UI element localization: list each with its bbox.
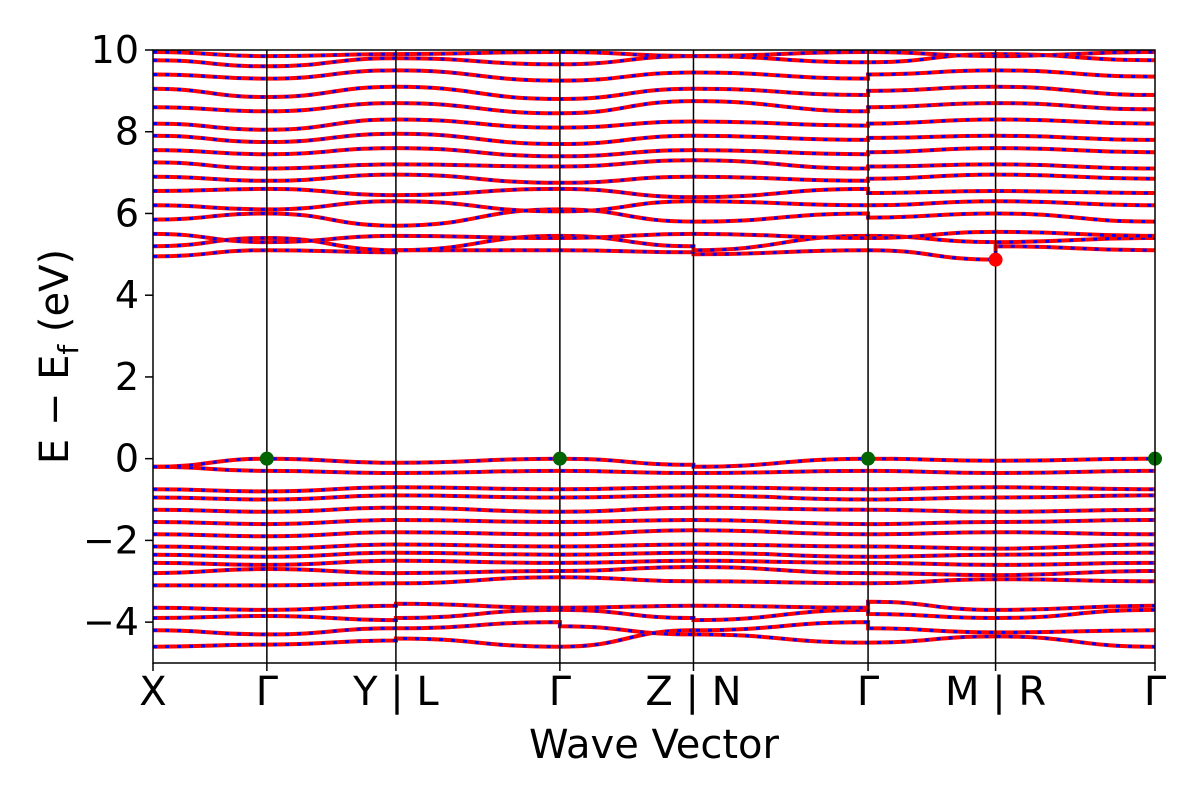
kpoint-lines xyxy=(266,50,997,663)
band-spin-down-19 xyxy=(152,207,1156,228)
band-spin-down-15 xyxy=(152,457,1156,469)
band-spin-up-5 xyxy=(152,564,1156,578)
band-spin-down-4 xyxy=(153,575,1156,587)
y-axis-label-main: E − E xyxy=(32,355,78,465)
band-spin-down-10 xyxy=(152,518,1156,526)
band-spin-down-26 xyxy=(152,117,1156,132)
x-tick-label-0: X xyxy=(139,669,166,715)
band-spin-up-4 xyxy=(153,575,1156,588)
band-spin-down-9 xyxy=(152,528,1156,538)
band-spin-down-20 xyxy=(152,199,1156,213)
vbm-marker-2 xyxy=(861,451,876,466)
band-spin-up-26 xyxy=(152,117,1156,132)
band-spin-down-21 xyxy=(152,187,1156,199)
band-spin-up-19 xyxy=(152,207,1156,228)
x-tick-label-3: Γ xyxy=(549,669,572,715)
band-spin-up-12 xyxy=(152,493,1156,502)
band-spin-down-31 xyxy=(152,50,1156,58)
x-tick-label-5: Γ xyxy=(857,669,880,715)
band-spin-down-13 xyxy=(152,485,1156,493)
x-tick-label-1: Γ xyxy=(256,669,279,715)
band-spin-down-11 xyxy=(152,506,1156,514)
y-tick-label-3: 2 xyxy=(115,355,139,399)
band-spin-down-8 xyxy=(152,542,1156,551)
vbm-marker-0 xyxy=(259,451,274,466)
plot-frame xyxy=(152,49,1156,664)
band-spin-down-18 xyxy=(152,230,1156,244)
band-spin-down-14 xyxy=(152,465,1156,475)
band-spin-down-22 xyxy=(152,173,1156,185)
band-spin-up-11 xyxy=(152,505,1156,514)
band-spin-up-9 xyxy=(152,528,1156,539)
bands-layer xyxy=(152,49,1156,649)
y-tick-label-7: 10 xyxy=(91,28,139,72)
band-spin-down-1 xyxy=(152,620,1156,636)
band-spin-up-16 xyxy=(152,244,1156,262)
band-spin-up-7 xyxy=(152,550,1156,559)
band-spin-up-20 xyxy=(152,199,1156,214)
y-axis-label: E − Ef (eV) xyxy=(32,249,85,464)
band-spin-down-17 xyxy=(152,234,1156,252)
band-spin-down-24 xyxy=(152,146,1156,158)
vbm-marker-1 xyxy=(552,451,567,466)
band-spin-down-6 xyxy=(152,559,1156,567)
y-tick-label-0: −4 xyxy=(83,600,139,644)
band-spin-up-14 xyxy=(152,464,1156,476)
band-spin-up-29 xyxy=(152,68,1156,83)
y-axis-label-unit: (eV) xyxy=(32,249,78,345)
band-spin-down-0 xyxy=(152,628,1156,649)
x-tick-label-2: Y | L xyxy=(352,669,439,715)
band-spin-down-25 xyxy=(152,132,1156,146)
x-tick-label-4: Z | N xyxy=(645,669,741,715)
y-tick-label-6: 8 xyxy=(115,110,139,154)
band-spin-down-12 xyxy=(152,493,1156,502)
x-axis-ticks: X Γ Y | L Γ Z | N Γ M | R Γ xyxy=(139,663,1167,715)
band-spin-up-27 xyxy=(152,99,1156,116)
x-axis-label: Wave Vector xyxy=(529,722,780,768)
y-axis-ticks: −4 −2 0 2 4 6 8 10 xyxy=(83,28,153,644)
x-tick-label-6: M | R xyxy=(945,669,1046,715)
band-spin-down-27 xyxy=(152,99,1156,115)
y-tick-label-2: 0 xyxy=(115,437,139,481)
band-spin-down-5 xyxy=(152,565,1156,577)
band-spin-down-2 xyxy=(152,608,1156,622)
band-spin-up-3 xyxy=(152,599,1156,612)
band-spin-up-8 xyxy=(152,542,1156,551)
band-spin-up-13 xyxy=(152,485,1156,494)
band-spin-down-28 xyxy=(152,85,1156,101)
band-spin-up-10 xyxy=(152,517,1156,527)
x-tick-label-7: Γ xyxy=(1144,669,1167,715)
y-tick-label-1: −2 xyxy=(83,518,139,562)
band-spin-down-29 xyxy=(152,68,1156,83)
band-spin-up-21 xyxy=(152,186,1156,200)
band-spin-up-6 xyxy=(152,558,1156,567)
band-spin-down-7 xyxy=(152,551,1156,559)
y-tick-label-4: 4 xyxy=(115,273,139,317)
band-spin-down-23 xyxy=(152,158,1156,171)
band-spin-up-28 xyxy=(152,84,1156,102)
y-tick-label-5: 6 xyxy=(115,191,139,235)
cbm-marker-0 xyxy=(988,252,1003,267)
y-axis-label-subscript: f xyxy=(52,344,85,355)
